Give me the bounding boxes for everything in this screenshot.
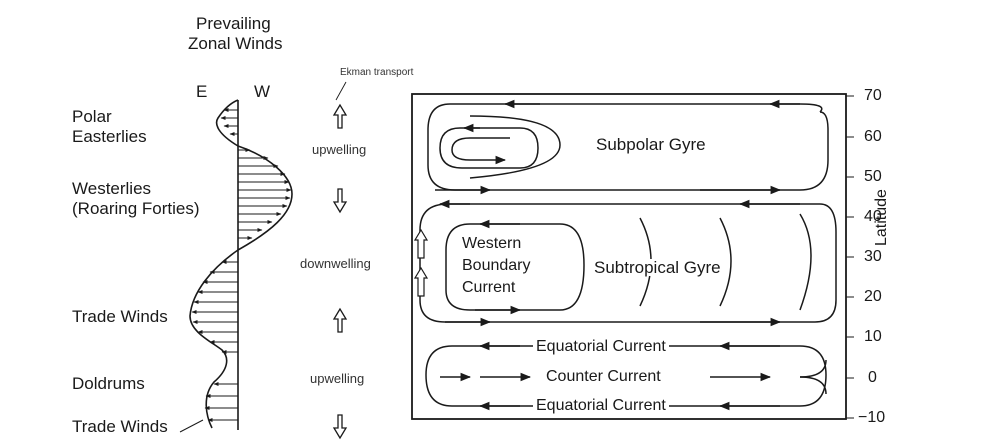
western-boundary-loop: [445, 223, 585, 311]
winds-title-line2: Zonal Winds: [188, 34, 283, 53]
polar-easterlies-line2: Easterlies: [72, 127, 147, 146]
lat-tick-30: 30: [864, 248, 882, 265]
down-arrow-icon: [332, 414, 348, 440]
subpolar-outer-loop: [427, 103, 829, 191]
equatorial-current-north: Equatorial Current: [533, 339, 669, 355]
ekman-transport-label: Ekman transport: [340, 67, 414, 78]
downwelling-label: downwelling: [300, 256, 371, 271]
subtropical-gyre-label: Subtropical Gyre: [592, 258, 723, 277]
down-arrow-icon: [332, 188, 348, 214]
upwelling-north-label: upwelling: [312, 142, 367, 157]
counter-current-label: Counter Current: [543, 369, 664, 385]
wind-profile: [179, 99, 293, 433]
subpolar-inner-loop: [439, 127, 539, 169]
up-arrow-icon: [332, 103, 348, 129]
westerlies-line1: Westerlies: [72, 179, 152, 198]
subpolar-gyre-label: Subpolar Gyre: [594, 135, 708, 154]
lat-tick-40: 40: [864, 208, 882, 225]
latitude-ticks: [846, 95, 854, 419]
ekman-pointer-line: [335, 81, 347, 101]
western-boundary-line1: Western: [462, 235, 522, 252]
polar-easterly-arrows: [220, 108, 238, 136]
westerly-arrows: [238, 148, 292, 240]
equatorial-current-south: Equatorial Current: [533, 398, 669, 414]
lat-tick-20: 20: [864, 288, 882, 305]
latitude-axis-label: Latitude: [873, 189, 890, 246]
upwelling-equator-label: upwelling: [310, 371, 365, 386]
western-boundary-line3: Current: [462, 279, 516, 296]
western-boundary-line2: Boundary: [462, 257, 531, 274]
west-label: W: [254, 82, 271, 101]
trade-winds-north: Trade Winds: [72, 307, 168, 326]
ekman-arrows: [332, 81, 348, 440]
winds-title-line1: Prevailing: [196, 14, 271, 33]
up-arrow-icon: [413, 228, 429, 259]
up-arrow-icon: [413, 266, 429, 297]
up-arrow-icon: [332, 307, 348, 333]
wind-profile-curve: [189, 99, 293, 429]
polar-easterlies-line1: Polar: [72, 107, 112, 126]
trade-wind-arrows: [191, 260, 238, 422]
lat-tick-60: 60: [864, 128, 882, 145]
lat-tick-0: 0: [868, 369, 877, 386]
doldrums-label: Doldrums: [72, 374, 145, 393]
ocean-basin: [411, 93, 847, 420]
lat-tick-10: 10: [864, 328, 882, 345]
lat-tick-70: 70: [864, 87, 882, 104]
equatorial-loop: [425, 345, 827, 407]
trade-winds-south: Trade Winds: [72, 417, 168, 436]
subpolar-inner-loop: [451, 137, 510, 165]
lat-tick-minus10: −10: [858, 409, 886, 426]
westerlies-line2: (Roaring Forties): [72, 199, 200, 218]
lat-tick-50: 50: [864, 168, 882, 185]
east-label: E: [196, 82, 208, 101]
